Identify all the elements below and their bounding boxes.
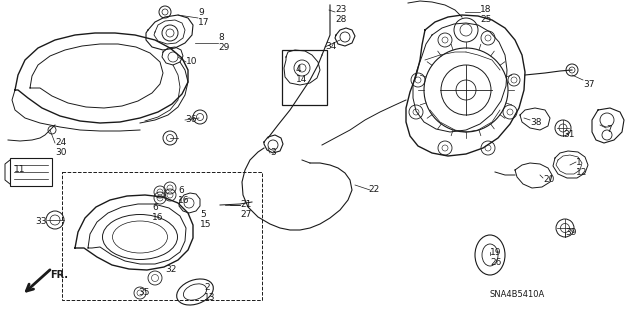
Text: FR.: FR. (50, 270, 68, 280)
Text: 14: 14 (296, 75, 307, 84)
Text: 4: 4 (296, 65, 301, 74)
Text: 2: 2 (204, 283, 210, 292)
Text: 31: 31 (563, 130, 575, 139)
Text: 24: 24 (55, 138, 67, 147)
Text: 33: 33 (35, 217, 47, 226)
Text: 25: 25 (480, 15, 492, 24)
Text: 17: 17 (198, 18, 209, 27)
Bar (282, 50, 327, 105)
Text: 37: 37 (583, 80, 595, 89)
Text: 30: 30 (55, 148, 67, 157)
Text: 6: 6 (178, 186, 184, 195)
Bar (62, 172, 262, 300)
Text: SNA4B5410A: SNA4B5410A (490, 290, 545, 299)
Text: 26: 26 (490, 258, 501, 267)
Text: 28: 28 (335, 15, 346, 24)
Text: 15: 15 (200, 220, 211, 229)
Text: 1: 1 (576, 158, 582, 167)
Text: 13: 13 (204, 293, 216, 302)
Text: 36: 36 (185, 115, 196, 124)
Text: 39: 39 (565, 228, 577, 237)
Text: 34: 34 (325, 42, 337, 51)
Text: 27: 27 (240, 210, 252, 219)
Text: 16: 16 (178, 196, 189, 205)
Text: 5: 5 (200, 210, 205, 219)
Text: 29: 29 (218, 43, 229, 52)
Text: 6: 6 (152, 203, 157, 212)
Text: 10: 10 (186, 57, 198, 66)
Text: 8: 8 (218, 33, 224, 42)
Text: 19: 19 (490, 248, 502, 257)
Text: 9: 9 (198, 8, 204, 17)
Text: 11: 11 (14, 165, 26, 174)
Text: 22: 22 (368, 185, 380, 194)
Text: 32: 32 (165, 265, 177, 274)
Text: 7: 7 (606, 125, 612, 134)
Text: 21: 21 (240, 200, 252, 209)
Text: 18: 18 (480, 5, 492, 14)
Text: 3: 3 (270, 148, 276, 157)
Bar (10, 158, 52, 186)
Text: 20: 20 (543, 175, 554, 184)
Text: 12: 12 (576, 168, 588, 177)
Text: 38: 38 (530, 118, 541, 127)
Text: 35: 35 (138, 288, 150, 297)
Text: 23: 23 (335, 5, 346, 14)
Text: 16: 16 (152, 213, 163, 222)
